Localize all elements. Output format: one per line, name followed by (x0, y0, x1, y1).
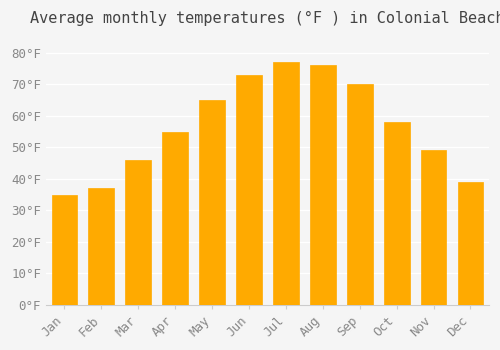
Bar (384, 122, 409, 305)
Title: Average monthly temperatures (°F ) in Colonial Beach: Average monthly temperatures (°F ) in Co… (30, 11, 500, 26)
Bar (420, 150, 446, 305)
Bar (199, 100, 225, 305)
Bar (273, 62, 299, 305)
Bar (458, 182, 483, 305)
Bar (162, 132, 188, 305)
Bar (236, 75, 262, 305)
Bar (347, 84, 372, 305)
Bar (126, 160, 151, 305)
Bar (310, 65, 336, 305)
Bar (88, 188, 115, 305)
Bar (52, 195, 78, 305)
